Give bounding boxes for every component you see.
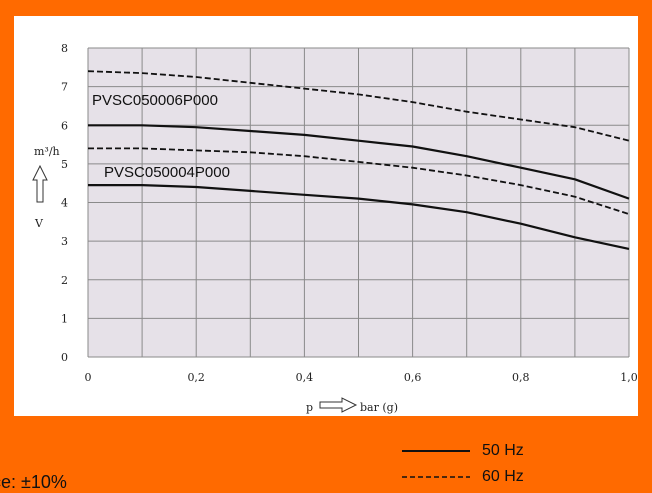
x-tick-label: 0,2 <box>187 371 205 384</box>
legend-label-50hz: 50 Hz <box>482 442 524 459</box>
up-arrow-icon <box>32 164 48 203</box>
y-tick-label: 3 <box>61 235 68 248</box>
x-tick-label: 0,4 <box>296 371 314 384</box>
y-tick-label: 5 <box>61 158 68 171</box>
x-tick-label: 1,0 <box>620 371 638 384</box>
y-tick-label: 4 <box>61 197 68 210</box>
legend-label-60hz: 60 Hz <box>482 468 524 485</box>
curve-pvsc050004p000-60hz <box>88 147 630 215</box>
y-axis-symbol: V <box>34 217 44 230</box>
pump-curve-chart: 0 1 2 3 4 5 6 7 8 0 0,2 0,4 0,6 0,8 1,0 PVSC050006P000… <box>32 42 638 414</box>
x-tick-label: 0,6 <box>404 371 422 384</box>
y-axis-unit: m³/h <box>34 145 60 158</box>
right-arrow-icon <box>319 397 358 413</box>
legend-item-50hz: 50 Hz <box>402 438 524 464</box>
x-tick-label: 0,8 <box>512 371 530 384</box>
y-tick-label: 6 <box>61 119 68 132</box>
legend-item-60hz: 60 Hz <box>402 464 524 490</box>
dashed-line-swatch <box>402 476 470 478</box>
curves <box>87 70 630 250</box>
y-tick-label: 7 <box>61 81 68 94</box>
axis-ticks: 0 1 2 3 4 5 6 7 8 0 0,2 0,4 0,6 0,8 1,0 <box>61 42 638 384</box>
x-tick-label: 0 <box>85 371 92 384</box>
tolerance-note: ce: ±10% <box>0 472 67 492</box>
legend: 50 Hz 60 Hz <box>402 438 524 490</box>
curve-pvsc050006p000-60hz <box>87 70 630 142</box>
x-axis-symbol: p <box>306 401 313 414</box>
y-tick-label: 2 <box>61 274 68 287</box>
y-tick-label: 1 <box>61 312 68 325</box>
curve-pvsc050006p000-50hz <box>88 124 630 200</box>
y-tick-label: 0 <box>61 351 68 364</box>
y-tick-label: 8 <box>61 42 68 55</box>
x-axis-unit: bar (g) <box>360 401 398 414</box>
series-label-lower: PVSC050004P000 <box>104 164 230 181</box>
grid <box>87 47 630 358</box>
series-label-upper: PVSC050006P000 <box>92 92 218 109</box>
curve-pvsc050004p000-50hz <box>88 184 630 250</box>
chart-panel: 0 1 2 3 4 5 6 7 8 0 0,2 0,4 0,6 0,8 1,0 PVSC050006P000… <box>14 16 638 416</box>
solid-line-swatch <box>402 450 470 452</box>
